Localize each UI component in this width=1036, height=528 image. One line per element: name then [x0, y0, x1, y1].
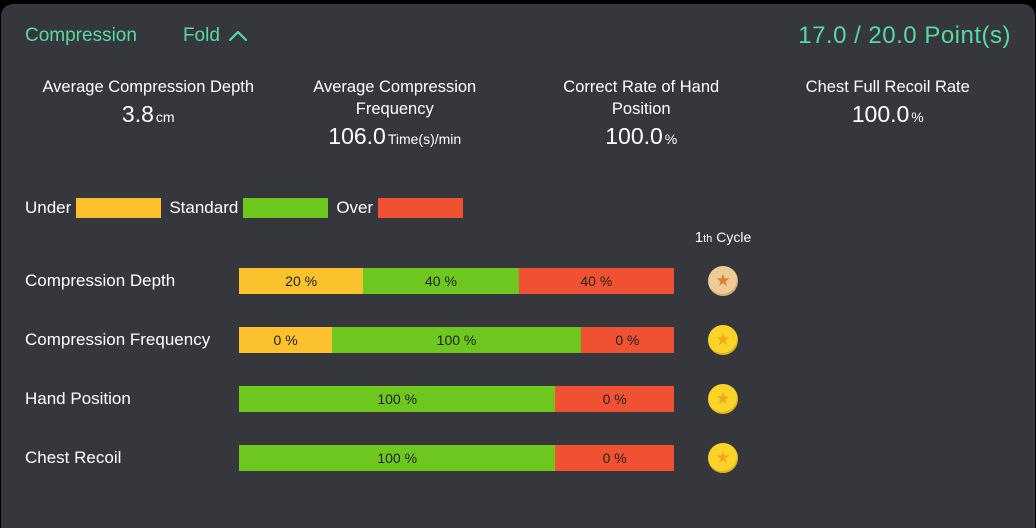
fold-label: Fold	[182, 25, 220, 46]
row-compression-depth: Compression Depth 20 % 40 % 40 % ★	[25, 266, 1011, 296]
stacked-bar: 20 % 40 % 40 %	[239, 268, 674, 294]
legend-label: Over	[336, 198, 374, 217]
row-label: Compression Depth	[25, 271, 176, 290]
section-title: Compression	[25, 25, 137, 46]
stat-number: 3.8	[121, 101, 154, 127]
stat-number: 100.0	[851, 101, 910, 127]
row-chest-recoil: Chest Recoil 100 % 0 % ★	[25, 443, 1011, 473]
panel-header: Compression Fold 17.0 / 20.0 Point(s)	[25, 4, 1011, 50]
stat-value: 100.0%	[765, 101, 1012, 128]
bar-segment-standard: 100 %	[239, 445, 556, 471]
chevron-up-icon	[228, 30, 248, 42]
star-icon: ★	[715, 329, 731, 349]
legend-swatch-under	[76, 198, 162, 218]
legend-swatch-over	[378, 198, 464, 218]
legend-label: Under	[25, 198, 72, 217]
cycle-ordinal-suffix: th	[703, 233, 713, 245]
row-compression-frequency: Compression Frequency 0 % 100 % 0 % ★	[25, 325, 1011, 355]
stat-unit: cm	[155, 109, 175, 125]
legend-item-under: Under	[25, 198, 169, 218]
row-label: Compression Frequency	[25, 330, 211, 349]
star-icon: ★	[715, 388, 731, 408]
stacked-bar: 0 % 100 % 0 %	[239, 327, 675, 353]
stat-hand-position-rate: Correct Rate of Hand Position 100.0%	[518, 76, 765, 150]
bar-legend: Under Standard Over	[25, 198, 1011, 218]
legend-label: Standard	[169, 198, 239, 217]
medal-icon: ★	[708, 384, 738, 414]
bar-segment-standard: 40 %	[363, 268, 519, 294]
bar-segment-over: 0 %	[580, 327, 675, 353]
stat-value: 106.0 Time(s)/min	[272, 123, 519, 150]
bar-segment-under: 20 %	[239, 268, 364, 294]
medal-icon: ★	[708, 443, 738, 473]
metric-rows: Compression Depth 20 % 40 % 40 % ★ Compr…	[25, 266, 1011, 473]
stat-label: Correct Rate of Hand Position	[563, 78, 720, 118]
bar-segment-over: 0 %	[555, 445, 674, 471]
cycle-word: Cycle	[716, 229, 752, 245]
bar-segment-over: 40 %	[518, 268, 674, 294]
row-hand-position: Hand Position 100 % 0 % ★	[25, 384, 1011, 414]
bar-segment-standard: 100 %	[239, 386, 556, 412]
row-label: Hand Position	[25, 389, 131, 408]
stacked-bar: 100 % 0 %	[239, 386, 674, 412]
stacked-bar: 100 % 0 %	[239, 445, 674, 471]
stat-number: 100.0	[605, 123, 663, 149]
stat-unit: %	[911, 109, 924, 125]
medal-icon: ★	[708, 266, 738, 296]
stat-label: Average Compression Frequency	[313, 78, 477, 118]
stat-label: Chest Full Recoil Rate	[805, 78, 970, 96]
row-label: Chest Recoil	[25, 448, 122, 467]
cycle-number: 1	[694, 229, 704, 246]
medal-icon: ★	[708, 325, 738, 355]
stats-row: Average Compression Depth 3.8 cm Average …	[25, 76, 1011, 150]
compression-panel: Compression Fold 17.0 / 20.0 Point(s) Av…	[1, 4, 1035, 528]
stat-chest-recoil-rate: Chest Full Recoil Rate 100.0%	[765, 76, 1012, 150]
star-icon: ★	[715, 447, 731, 467]
legend-item-standard: Standard	[169, 198, 336, 218]
legend-swatch-standard	[243, 198, 329, 218]
bar-segment-under: 0 %	[239, 327, 333, 353]
stat-unit: Time(s)/min	[387, 131, 462, 147]
stat-average-compression-frequency: Average Compression Frequency 106.0 Time(…	[272, 76, 519, 150]
stat-number: 106.0	[328, 123, 386, 149]
stat-label: Average Compression Depth	[42, 78, 255, 96]
stat-average-compression-depth: Average Compression Depth 3.8 cm	[25, 76, 272, 150]
fold-button[interactable]: Fold	[183, 25, 248, 47]
score-text: 17.0 / 20.0 Point(s)	[798, 22, 1011, 49]
cycle-column-header: 1th Cycle	[663, 229, 783, 247]
bar-segment-over: 0 %	[555, 386, 674, 412]
stat-value: 100.0%	[518, 123, 765, 150]
stat-unit: %	[664, 131, 678, 147]
bar-segment-standard: 100 %	[332, 327, 581, 353]
star-icon: ★	[715, 270, 731, 290]
stat-value: 3.8 cm	[25, 101, 272, 128]
header-left: Compression Fold	[25, 25, 248, 47]
legend-item-over: Over	[336, 198, 471, 218]
